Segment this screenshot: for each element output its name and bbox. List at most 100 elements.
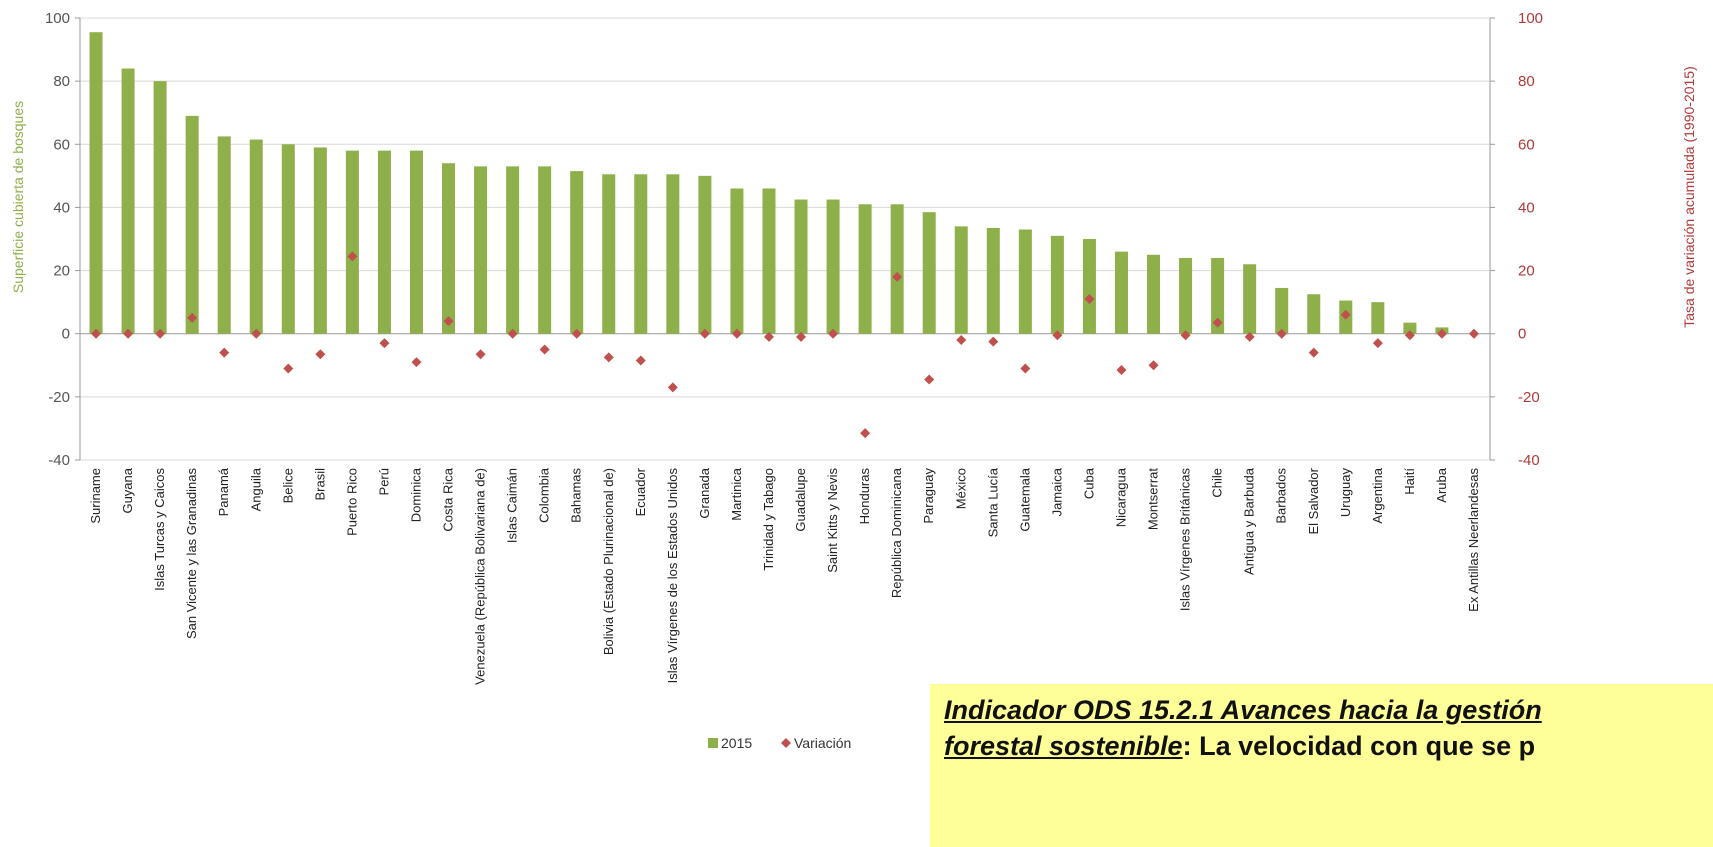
marker-variacion [347, 251, 358, 262]
bar-2015 [185, 115, 199, 334]
category-label: Islas Turcas y Caicos [152, 468, 167, 591]
y-tick-right: 40 [1518, 199, 1535, 216]
category-label: Chile [1210, 468, 1225, 498]
y-tick-left: 0 [62, 326, 70, 343]
bar-2015 [634, 174, 648, 334]
category-label: Dominica [408, 467, 423, 522]
bar-2015 [121, 68, 135, 334]
bar-2015 [89, 32, 103, 334]
category-label: Venezuela (República Bolivariana de) [473, 468, 488, 685]
bar-2015 [858, 204, 872, 334]
category-label: Honduras [857, 468, 872, 525]
legend-label-2015: 2015 [721, 735, 752, 751]
bar-2015 [1243, 264, 1257, 334]
bar-2015 [442, 163, 456, 334]
bar-2015 [506, 166, 520, 334]
legend-swatch-2015 [708, 738, 718, 748]
marker-variacion [924, 374, 935, 385]
marker-variacion [155, 328, 166, 339]
bar-2015 [730, 188, 744, 334]
category-label: Montserrat [1146, 468, 1161, 531]
marker-variacion [1116, 365, 1127, 376]
bar-2015 [794, 199, 808, 334]
category-label: Guyana [120, 467, 135, 513]
bar-2015 [922, 212, 936, 334]
category-label: Ex Antillas Neerlandesas [1466, 468, 1481, 612]
bar-2015 [153, 81, 167, 334]
bar-2015 [217, 136, 231, 334]
marker-variacion [507, 328, 518, 339]
category-label: Panamá [216, 467, 231, 516]
marker-variacion [1148, 360, 1159, 371]
category-label: Brasil [312, 468, 327, 501]
category-label: Suriname [88, 468, 103, 524]
bar-2015 [890, 204, 904, 334]
marker-variacion [251, 328, 262, 339]
bar-2015 [377, 150, 391, 334]
category-label: Santa Lucía [985, 467, 1000, 537]
bar-2015 [826, 199, 840, 334]
bar-2015 [1307, 294, 1321, 334]
bar-2015 [698, 175, 712, 334]
marker-variacion [892, 271, 903, 282]
marker-variacion [91, 328, 102, 339]
y-tick-right: -20 [1518, 389, 1540, 406]
marker-variacion [1276, 328, 1287, 339]
category-label: Bahamas [569, 468, 584, 523]
category-label: Guatemala [1017, 467, 1032, 531]
bar-2015 [345, 150, 359, 334]
category-label: Islas Caimán [505, 468, 520, 543]
y-tick-right: -40 [1518, 452, 1540, 469]
marker-variacion [860, 428, 871, 439]
bar-2015 [986, 227, 1000, 334]
category-label: El Salvador [1306, 467, 1321, 534]
y-axis-title-left: Superficie cubierta de bosques [10, 101, 26, 293]
y-tick-left: -20 [48, 389, 70, 406]
category-label: Jamaica [1049, 467, 1064, 516]
category-label: Costa Rica [441, 467, 456, 531]
marker-variacion [475, 349, 486, 360]
y-tick-right: 100 [1518, 10, 1543, 27]
marker-variacion [603, 352, 614, 363]
category-label: Bolivia (Estado Plurinacional de) [601, 468, 616, 655]
legend-label-variacion: Variación [794, 735, 851, 751]
marker-variacion [1404, 330, 1415, 341]
bar-2015 [954, 226, 968, 334]
callout-title: Indicador ODS 15.2.1 Avances hacia la ge… [944, 695, 1542, 725]
markers-variacion [91, 251, 1479, 439]
callout-text: : La velocidad con que se p [1182, 731, 1536, 761]
category-label: Saint Kitts y Nevis [825, 468, 840, 573]
marker-variacion [379, 338, 390, 349]
marker-variacion [828, 328, 839, 339]
category-label: Ecuador [633, 467, 648, 516]
marker-variacion [796, 331, 807, 342]
category-label: Antigua y Barbuda [1242, 467, 1257, 575]
marker-variacion [1468, 328, 1479, 339]
bar-2015 [1371, 302, 1385, 334]
bar-2015 [409, 150, 423, 334]
bar-2015 [1018, 229, 1032, 334]
marker-variacion [1244, 331, 1255, 342]
marker-variacion [635, 355, 646, 366]
y-tick-left: -40 [48, 452, 70, 469]
category-label: México [953, 468, 968, 509]
marker-variacion [1052, 330, 1063, 341]
category-label: Anguila [248, 467, 263, 511]
marker-variacion [219, 347, 230, 358]
left-axis-ticks: -40 -20 0 20 40 60 80 100 [45, 10, 70, 469]
bar-2015 [474, 166, 488, 334]
bar-2015 [1114, 251, 1128, 334]
category-label: Haití [1402, 468, 1417, 495]
bar-2015 [1179, 257, 1193, 334]
category-label: Guadalupe [793, 468, 808, 532]
callout-title-2: forestal sostenible [944, 731, 1183, 761]
category-label: Belice [280, 468, 295, 503]
y-axis-title-right: Tasa de variación acumulada (1990-2015) [1681, 66, 1697, 328]
bar-2015 [1211, 257, 1225, 334]
category-label: Colombia [537, 467, 552, 523]
callout-box: Indicador ODS 15.2.1 Avances hacia la ge… [930, 684, 1713, 847]
marker-variacion [1084, 293, 1095, 304]
bar-2015 [666, 174, 680, 334]
right-axis-ticks: -40 -20 0 20 40 60 80 100 [1518, 10, 1543, 469]
